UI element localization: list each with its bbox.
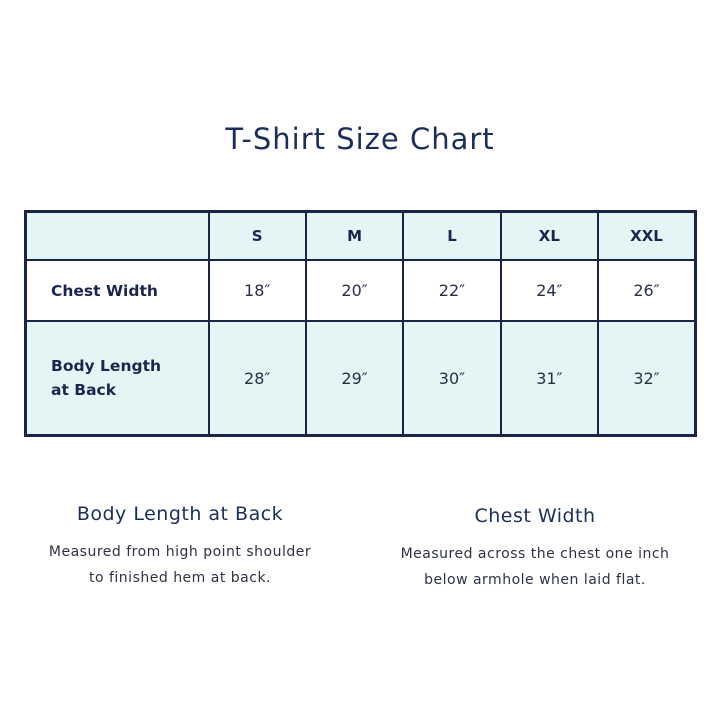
table-cell: 24″: [499, 259, 600, 323]
table-cell: 28″: [207, 320, 307, 437]
note-line: below armhole when laid flat.: [424, 572, 646, 588]
note-chest-width: Chest Width Measured across the chest on…: [375, 505, 695, 593]
table-cell: 20″: [304, 259, 405, 323]
row-label-body-length: Body Length at Back: [24, 320, 210, 437]
row-label-chest-width: Chest Width: [24, 259, 210, 323]
header-size-l: L: [402, 210, 502, 262]
header-size-xl: XL: [499, 210, 600, 262]
header-size-xxl: XXL: [597, 210, 697, 262]
note-line: Measured across the chest one inch: [400, 546, 670, 562]
header-blank: [24, 210, 210, 262]
note-heading: Body Length at Back: [76, 503, 284, 525]
note-line: Measured from high point shoulder: [48, 544, 312, 560]
table-cell: 29″: [304, 320, 405, 437]
header-row: S M L XL XXL: [24, 210, 697, 262]
note-body-length: Body Length at Back Measured from high p…: [20, 503, 340, 591]
size-table: S M L XL XXL Chest Width 18″ 20″ 22″ 24″…: [24, 210, 697, 437]
table-cell: 18″: [207, 259, 307, 323]
header-size-s: S: [207, 210, 307, 262]
header-size-m: M: [304, 210, 405, 262]
page-title: T-Shirt Size Chart: [225, 122, 495, 156]
table-cell: 31″: [499, 320, 600, 437]
note-text: Measured across the chest one inch below …: [375, 541, 695, 593]
table-row: Chest Width 18″ 20″ 22″ 24″ 26″: [24, 259, 697, 323]
note-text: Measured from high point shoulder to fini…: [20, 539, 340, 591]
table-cell: 22″: [402, 259, 502, 323]
table-cell: 32″: [597, 320, 697, 437]
note-line: to finished hem at back.: [88, 570, 272, 586]
table-cell: 26″: [597, 259, 697, 323]
row-label-line: at Back: [51, 381, 117, 400]
note-heading: Chest Width: [474, 505, 596, 527]
row-label-line: Body Length: [51, 357, 162, 376]
table-row: Body Length at Back 28″ 29″ 30″ 31″ 32″: [24, 320, 697, 437]
table-cell: 30″: [402, 320, 502, 437]
